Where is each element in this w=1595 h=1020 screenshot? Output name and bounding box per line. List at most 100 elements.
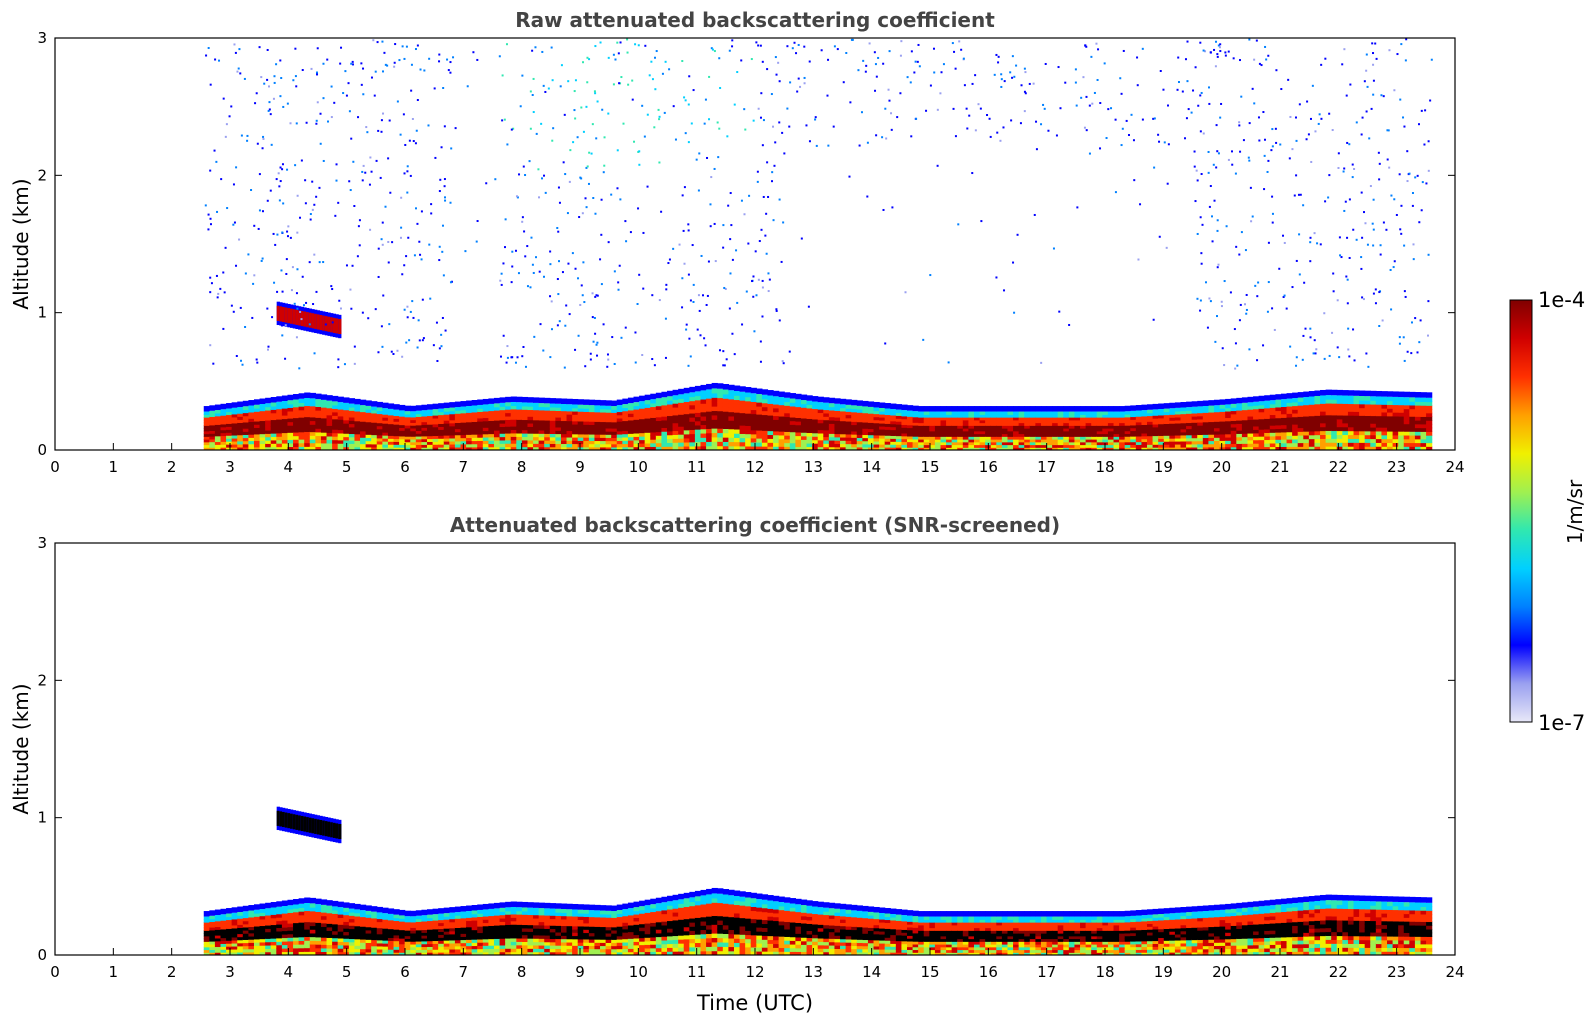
heatmap-cell (1141, 435, 1148, 440)
heatmap-cell (583, 414, 590, 419)
x-tick-label: 19 (1154, 458, 1173, 476)
heatmap-cell (739, 445, 746, 450)
heatmap-cell (1320, 442, 1327, 447)
heatmap-cell (533, 402, 540, 407)
heatmap-cell (817, 412, 824, 417)
heatmap-cell (226, 937, 233, 941)
heatmap-cell (650, 402, 657, 408)
heatmap-cell (1107, 441, 1115, 446)
heatmap-cell (946, 430, 953, 435)
heatmap-cell (778, 415, 785, 421)
heatmap-cell (220, 412, 227, 416)
heatmap-cell (934, 425, 942, 429)
noise-speck (1360, 267, 1363, 270)
heatmap-cell (265, 397, 272, 404)
heatmap-cell (1398, 438, 1405, 444)
noise-speck (1238, 121, 1241, 124)
heatmap-cell (851, 414, 858, 419)
heatmap-cell (421, 427, 428, 431)
heatmap-cell (1135, 418, 1143, 423)
noise-speck (399, 133, 402, 136)
heatmap-cell (940, 441, 947, 446)
heatmap-cell (242, 951, 249, 955)
heatmap-cell (745, 417, 752, 422)
noise-speck (599, 41, 602, 44)
noise-speck (618, 264, 621, 267)
noise-speck (1271, 195, 1274, 198)
noise-speck (1024, 71, 1027, 74)
heatmap-cell (231, 921, 238, 926)
noise-speck (936, 108, 939, 111)
noise-speck (1398, 336, 1401, 339)
heatmap-cell (309, 427, 316, 433)
noise-speck (697, 189, 700, 192)
noise-speck (273, 75, 276, 78)
heatmap-cell (1269, 414, 1276, 419)
heatmap-cell (694, 445, 702, 450)
heatmap-cell (337, 402, 344, 407)
heatmap-cell (594, 434, 601, 438)
heatmap-cell (505, 402, 512, 407)
noise-speck (1302, 204, 1305, 207)
heatmap-cell (1303, 446, 1310, 450)
heatmap-cell (1241, 436, 1249, 441)
heatmap-cell (1029, 422, 1036, 426)
heatmap-cell (1331, 426, 1338, 432)
heatmap-cell (387, 411, 395, 416)
heatmap-cell (912, 425, 919, 429)
heatmap-cell (840, 433, 847, 438)
heatmap-cell (817, 429, 824, 434)
heatmap-cell (242, 409, 249, 414)
noise-speck (1003, 289, 1006, 292)
heatmap-cell (1074, 439, 1081, 443)
noise-speck (644, 44, 647, 47)
heatmap-cell (1398, 415, 1405, 421)
noise-speck (1271, 307, 1274, 310)
heatmap-cell (985, 439, 992, 443)
heatmap-cell (1191, 419, 1198, 423)
heatmap-cell (1219, 411, 1226, 416)
noise-speck (251, 316, 254, 319)
noise-speck (1320, 117, 1323, 120)
heatmap-cell (371, 415, 378, 420)
heatmap-cell (1013, 447, 1020, 450)
noise-speck (1028, 82, 1031, 85)
noise-speck (1366, 243, 1369, 246)
heatmap-cell (560, 398, 568, 405)
heatmap-cell (588, 411, 596, 416)
noise-speck (568, 180, 571, 183)
noise-speck (997, 55, 1000, 58)
noise-speck (761, 144, 764, 147)
noise-speck (683, 96, 686, 99)
heatmap-cell (1007, 414, 1014, 418)
heatmap-cell (265, 941, 272, 946)
heatmap-cell (343, 409, 350, 414)
heatmap-cell (214, 415, 222, 420)
heatmap-cell (1024, 433, 1031, 437)
heatmap-cell (237, 927, 244, 932)
heatmap-cell (1347, 418, 1355, 424)
heatmap-cell (1375, 438, 1383, 443)
heatmap-cell (661, 404, 668, 410)
noise-speck (256, 142, 259, 145)
heatmap-cell (1029, 411, 1036, 415)
heatmap-cell (655, 420, 663, 425)
noise-speck (522, 345, 525, 348)
noise-speck (947, 361, 950, 364)
heatmap-cell (337, 443, 344, 448)
heatmap-cell (555, 440, 562, 444)
heatmap-cell (862, 434, 869, 439)
heatmap-cell (1074, 419, 1081, 424)
heatmap-cell (828, 426, 836, 431)
heatmap-cell (1409, 438, 1416, 444)
heatmap-cell (259, 423, 266, 428)
noise-speck (634, 43, 637, 46)
heatmap-cell (694, 412, 702, 418)
heatmap-cell (1202, 434, 1210, 439)
heatmap-cell (521, 446, 529, 450)
heatmap-cell (544, 413, 551, 418)
heatmap-cell (1152, 429, 1159, 434)
heatmap-cell (968, 436, 975, 440)
heatmap-cell (700, 437, 707, 443)
noise-speck (891, 206, 894, 209)
